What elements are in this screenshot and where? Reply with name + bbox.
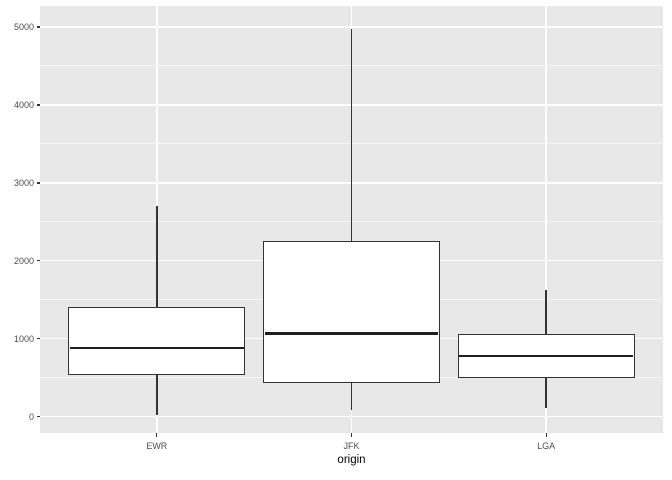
y-tick-label: 4000: [13, 99, 34, 110]
y-tick-mark: [36, 104, 40, 106]
x-axis-title: origin: [337, 454, 366, 466]
y-tick-label: 2000: [13, 255, 34, 266]
boxplot-median: [459, 354, 634, 358]
plot-panel: [40, 6, 663, 433]
boxplot-whisker: [350, 28, 353, 410]
y-tick-label: 1000: [13, 333, 34, 344]
x-tick-mark: [350, 433, 353, 437]
y-tick-label: 0: [28, 411, 34, 422]
y-tick-label: 5000: [13, 22, 34, 33]
y-tick-mark: [36, 182, 40, 184]
boxplot-median: [264, 331, 439, 335]
x-tick-label: JFK: [343, 441, 360, 451]
boxplot-box: [263, 240, 440, 384]
x-tick-mark: [156, 433, 158, 437]
y-tick-mark: [36, 338, 40, 340]
gridline-vertical: [545, 6, 547, 433]
y-tick-mark: [36, 260, 40, 262]
x-tick-label: LGA: [537, 441, 556, 451]
x-tick-label: EWR: [146, 441, 168, 451]
x-tick-mark: [545, 433, 547, 437]
boxplot-box: [68, 306, 246, 375]
y-tick-mark: [36, 415, 40, 418]
boxplot-median: [69, 346, 244, 350]
y-tick-mark: [36, 26, 40, 28]
y-tick-label: 3000: [13, 177, 34, 188]
